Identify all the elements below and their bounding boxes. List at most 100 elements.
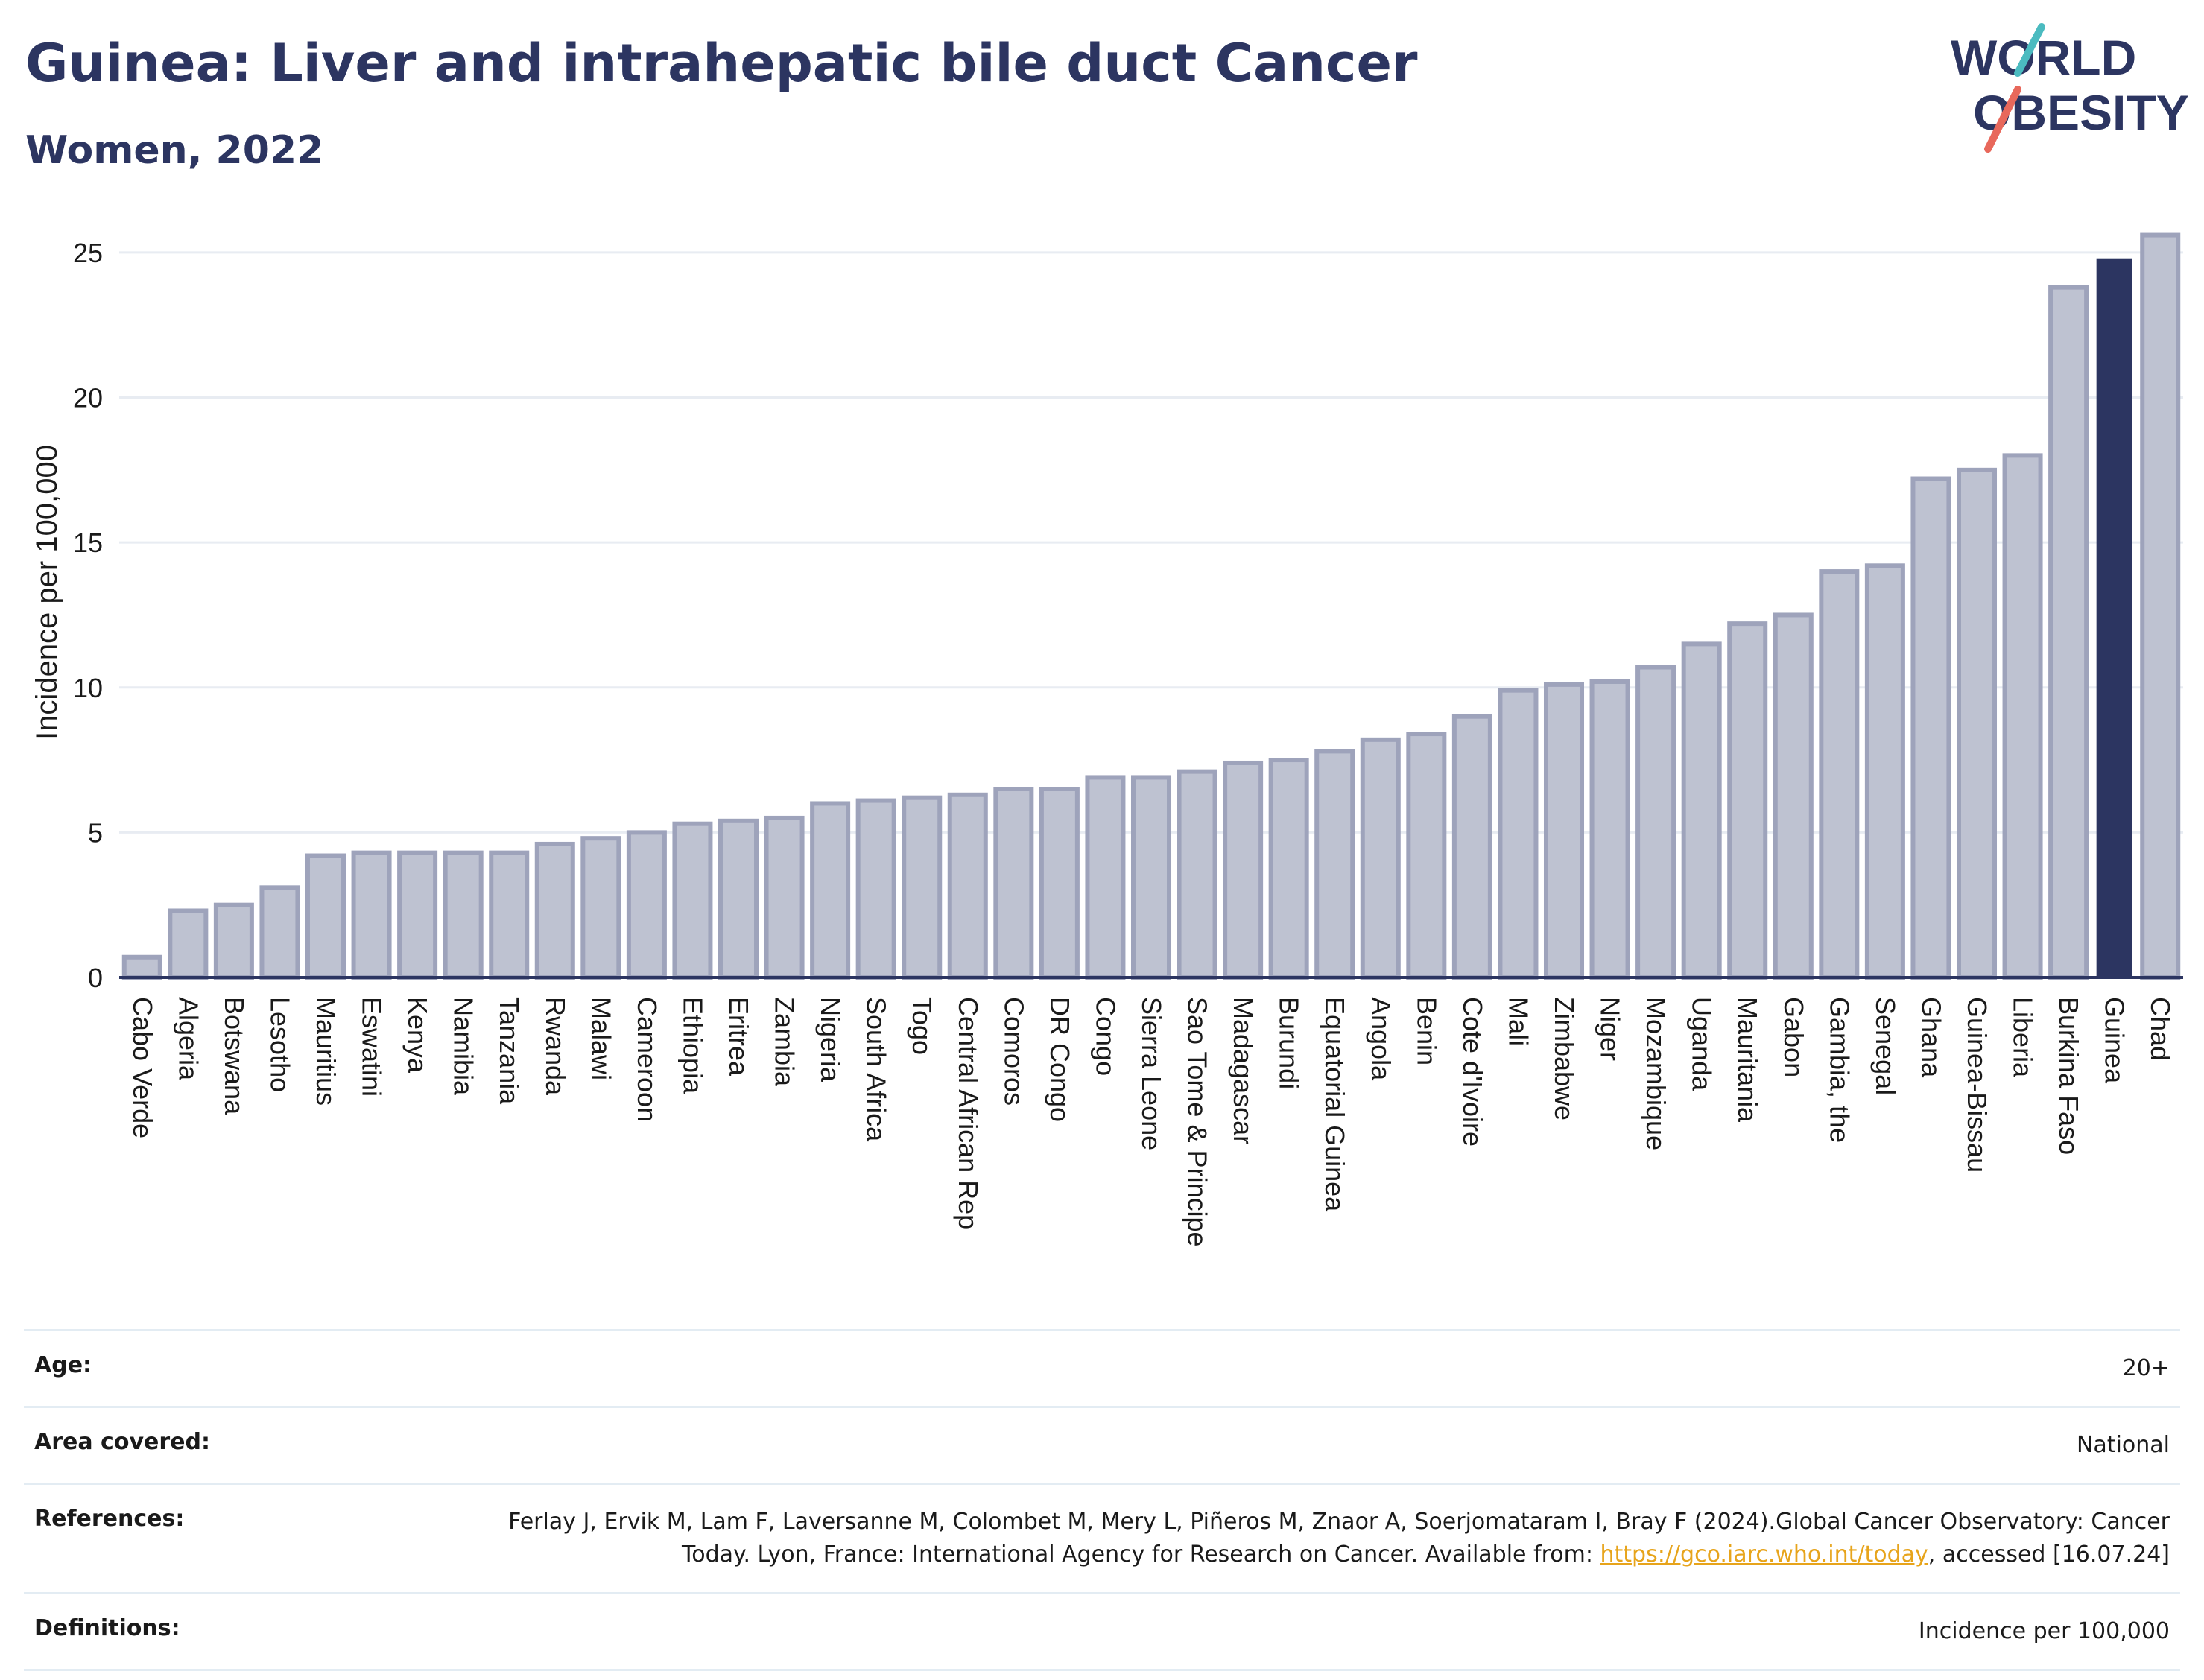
y-tick-label: 25	[73, 238, 103, 268]
bar	[1864, 563, 1905, 980]
page-subtitle: Women, 2022	[25, 128, 324, 173]
y-axis-label: Incidence per 100,000	[31, 445, 63, 740]
bar	[1956, 467, 1998, 980]
world-obesity-logo: WORLD OBESITY	[1951, 23, 2189, 153]
area-row: Area covered: National	[24, 1406, 2180, 1483]
y-tick-label: 0	[88, 963, 103, 993]
x-tick-label: Mauritius	[311, 997, 341, 1106]
bar	[1819, 569, 1860, 980]
references-row: References: Ferlay J, Ervik M, Lam F, La…	[24, 1483, 2180, 1592]
x-tick-label: Ghana	[1916, 997, 1946, 1078]
x-tick-label: Sierra Leone	[1136, 997, 1167, 1150]
bar	[305, 853, 346, 980]
x-tick-label: Uganda	[1687, 997, 1717, 1091]
y-tick-label: 5	[88, 817, 103, 848]
x-tick-label: Equatorial Guinea	[1320, 997, 1350, 1212]
x-tick-label: Nigeria	[815, 997, 846, 1083]
age-label: Age:	[34, 1352, 92, 1378]
x-tick-label: Mozambique	[1641, 997, 1671, 1150]
bar	[1910, 476, 1951, 980]
bar	[1039, 787, 1080, 980]
references-label: References:	[34, 1506, 185, 1532]
x-tick-label: Chad	[2145, 997, 2176, 1061]
x-tick-label: Cote d'Ivoire	[1457, 997, 1488, 1147]
x-tick-label: Mali	[1503, 997, 1533, 1046]
x-tick-label: Cameroon	[632, 997, 662, 1122]
x-tick-label: Kenya	[402, 997, 433, 1074]
info-table: Age: 20+ Area covered: National Referenc…	[24, 1329, 2180, 1671]
bar	[1773, 612, 1814, 980]
definitions-label: Definitions:	[34, 1615, 180, 1641]
bar	[2048, 285, 2089, 980]
x-tick-label: DR Congo	[1045, 997, 1075, 1122]
references-value: Ferlay J, Ervik M, Lam F, Laversanne M, …	[456, 1506, 2170, 1571]
bar	[489, 850, 530, 980]
bar	[764, 815, 805, 980]
x-tick-label: Liberia	[2008, 997, 2039, 1078]
x-tick-label: Niger	[1595, 997, 1626, 1061]
bar-chart: 0 5 10 15 20 25 Cabo Verde Algeria Botswana Lesot…	[31, 232, 2183, 1247]
bar	[534, 841, 575, 980]
bar	[993, 787, 1034, 980]
x-tick-label: Congo	[1090, 997, 1121, 1076]
age-value: 20+	[2122, 1355, 2170, 1381]
bar	[580, 836, 621, 980]
x-tick-label: South Africa	[861, 997, 892, 1142]
bars-layer	[121, 232, 2181, 980]
bar	[168, 908, 209, 980]
x-tick-label: Botswana	[219, 997, 250, 1115]
x-tick-label: Central African Rep	[953, 997, 984, 1229]
bar	[1727, 621, 1768, 980]
labels-layer: 0 5 10 15 20 25 Cabo Verde Algeria Botswana Lesot…	[73, 238, 2176, 1247]
references-link[interactable]: https://gco.iarc.who.int/today	[1600, 1541, 1928, 1568]
x-tick-label: Comoros	[998, 997, 1029, 1106]
bar	[1130, 775, 1172, 980]
bar	[443, 850, 484, 980]
area-value: National	[2076, 1432, 2170, 1458]
definitions-row: Definitions: Incidence per 100,000	[24, 1592, 2180, 1671]
x-tick-label: Namibia	[449, 997, 479, 1096]
bar	[2140, 232, 2181, 980]
x-tick-label: Benin	[1411, 997, 1442, 1065]
bar	[1314, 749, 1355, 980]
x-tick-label: Eswatini	[357, 997, 387, 1097]
logo-slash-coral	[1984, 86, 2021, 153]
age-row: Age: 20+	[24, 1329, 2180, 1406]
x-tick-label: Lesotho	[265, 997, 295, 1092]
x-tick-label: Madagascar	[1228, 997, 1258, 1144]
bar	[1360, 737, 1401, 980]
bar	[1498, 688, 1539, 980]
definitions-value: Incidence per 100,000	[1918, 1618, 2170, 1644]
bar	[397, 850, 438, 980]
x-tick-label: Gabon	[1779, 997, 1809, 1077]
bar	[213, 902, 254, 980]
x-tick-label: Cabo Verde	[127, 997, 158, 1138]
logo-slash-teal	[2014, 23, 2045, 77]
x-tick-label: Burkina Faso	[2053, 997, 2084, 1155]
bar	[259, 885, 300, 980]
x-tick-label: Senegal	[1870, 997, 1901, 1095]
bar	[1406, 732, 1447, 980]
bar-highlight	[2096, 258, 2132, 977]
x-tick-label: Burundi	[1274, 997, 1305, 1089]
bar	[718, 818, 759, 980]
y-tick-label: 15	[73, 527, 103, 558]
bar	[1085, 775, 1126, 980]
bar	[947, 792, 988, 980]
x-tick-label: Tanzania	[494, 997, 525, 1105]
references-text-2: , accessed [16.07.24]	[1928, 1541, 2170, 1568]
bar	[810, 801, 851, 980]
x-tick-label: Angola	[1366, 997, 1396, 1081]
x-tick-label: Togo	[907, 997, 937, 1055]
bar	[626, 830, 667, 980]
y-tick-label: 20	[73, 383, 103, 413]
x-tick-label: Guinea	[2100, 997, 2130, 1084]
bar	[1635, 665, 1676, 980]
area-label: Area covered:	[34, 1429, 210, 1455]
bar	[1177, 769, 1217, 980]
x-tick-label: Guinea-Bissau	[1962, 997, 1992, 1173]
page-title: Guinea: Liver and intrahepatic bile duct…	[25, 33, 1418, 94]
bar	[1589, 679, 1630, 980]
bar	[121, 954, 162, 980]
bar	[1451, 714, 1492, 980]
